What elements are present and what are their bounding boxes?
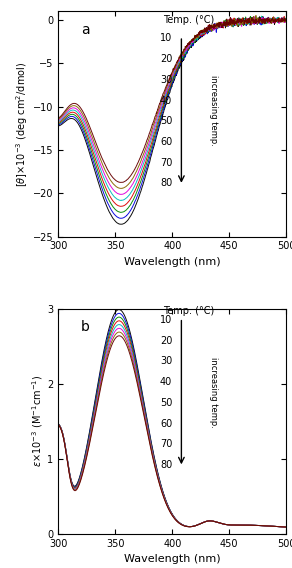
Text: 50: 50 (160, 116, 172, 126)
Text: Temp. (°C): Temp. (°C) (163, 306, 214, 316)
Text: 10: 10 (160, 34, 172, 43)
Text: Temp. (°C): Temp. (°C) (163, 15, 214, 26)
Y-axis label: [$\theta$]$\times$10$^{-3}$ (deg cm$^2$/dmol): [$\theta$]$\times$10$^{-3}$ (deg cm$^2$/… (14, 61, 30, 186)
Text: 20: 20 (160, 54, 172, 64)
Text: 40: 40 (160, 377, 172, 387)
Text: 60: 60 (160, 137, 172, 147)
Text: 80: 80 (160, 178, 172, 189)
Text: 60: 60 (160, 419, 172, 428)
Y-axis label: $\varepsilon$$\times$10$^{-3}$ (M$^{-1}$cm$^{-1}$): $\varepsilon$$\times$10$^{-3}$ (M$^{-1}$… (30, 375, 44, 467)
Text: a: a (81, 23, 90, 36)
Text: 20: 20 (160, 336, 172, 346)
Text: increasing temp.: increasing temp. (209, 357, 218, 428)
Text: 40: 40 (160, 95, 172, 106)
Text: increasing temp.: increasing temp. (209, 76, 218, 147)
X-axis label: Wavelength (nm): Wavelength (nm) (124, 257, 220, 267)
Text: 30: 30 (160, 356, 172, 366)
X-axis label: Wavelength (nm): Wavelength (nm) (124, 554, 220, 565)
Text: b: b (81, 320, 90, 334)
Text: 30: 30 (160, 75, 172, 85)
Text: 70: 70 (160, 439, 172, 449)
Text: 10: 10 (160, 315, 172, 325)
Text: 70: 70 (160, 158, 172, 168)
Text: 80: 80 (160, 460, 172, 470)
Text: 50: 50 (160, 398, 172, 408)
